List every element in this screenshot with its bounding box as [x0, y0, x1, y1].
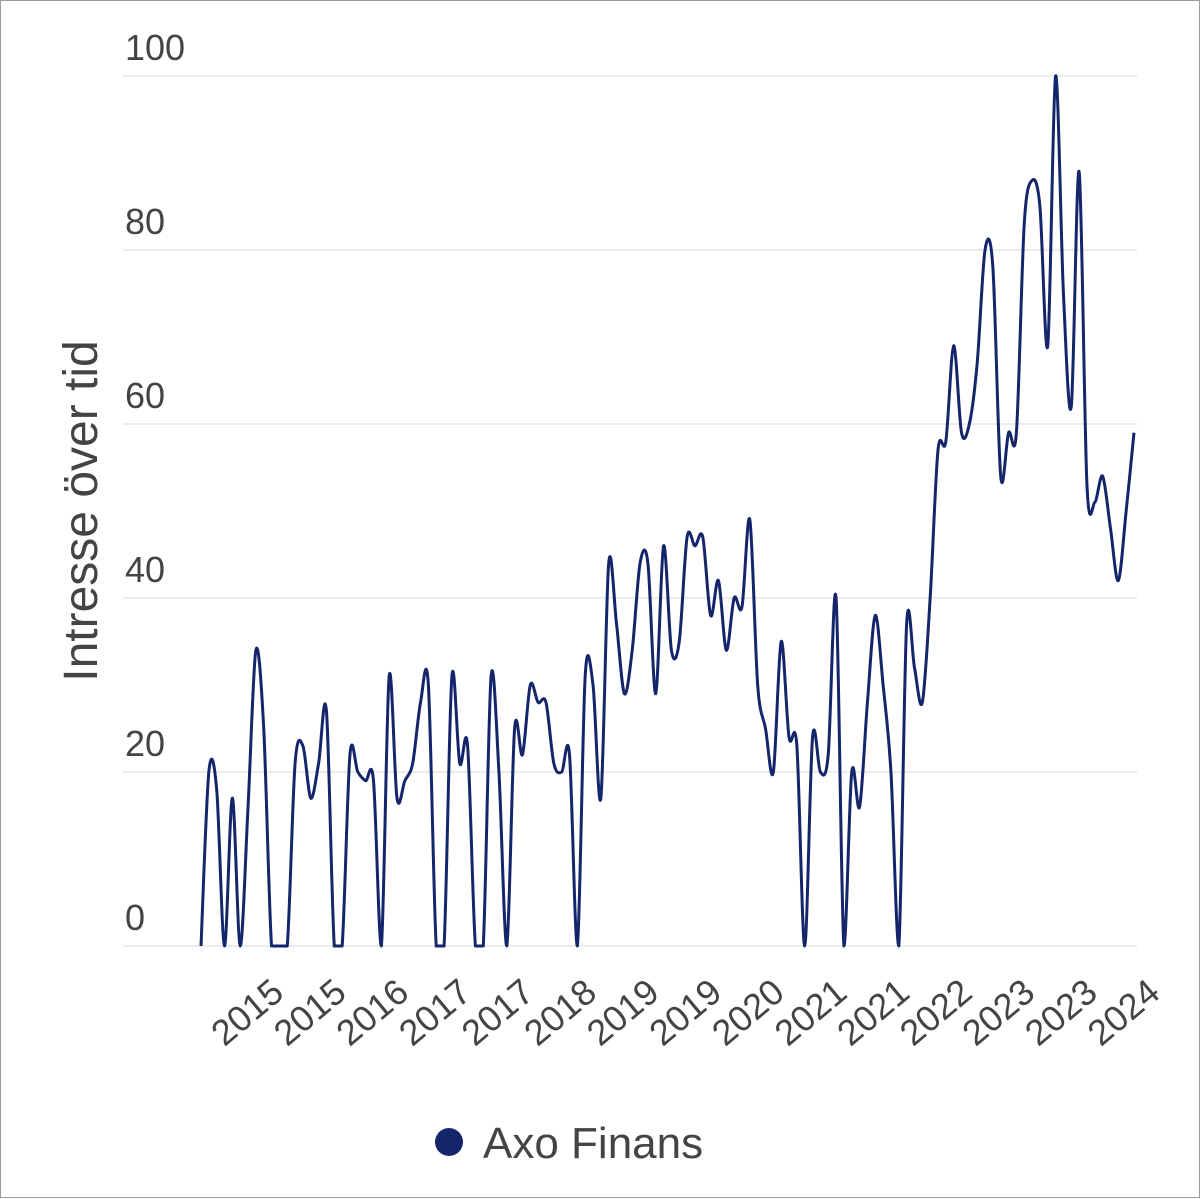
y-tick-label: 60 [125, 375, 165, 416]
legend-label: Axo Finans [483, 1119, 703, 1168]
y-tick-label: 0 [125, 897, 145, 938]
x-axis-ticks: 2015201520162017201720182019201920202021… [203, 971, 1167, 1054]
y-tick-label: 100 [125, 27, 185, 68]
legend[interactable]: Axo Finans [435, 1119, 703, 1168]
y-axis-label: Intresse över tid [55, 340, 108, 681]
y-tick-label: 40 [125, 549, 165, 590]
gridlines [123, 75, 1137, 947]
x-tick-label: 2024 [1080, 971, 1168, 1054]
y-tick-label: 80 [125, 201, 165, 242]
series-line-axo-finans [199, 74, 1136, 948]
legend-marker [435, 1128, 463, 1156]
y-tick-label: 20 [125, 723, 165, 764]
y-axis-ticks: 0 20 40 60 80 100 [125, 27, 185, 938]
